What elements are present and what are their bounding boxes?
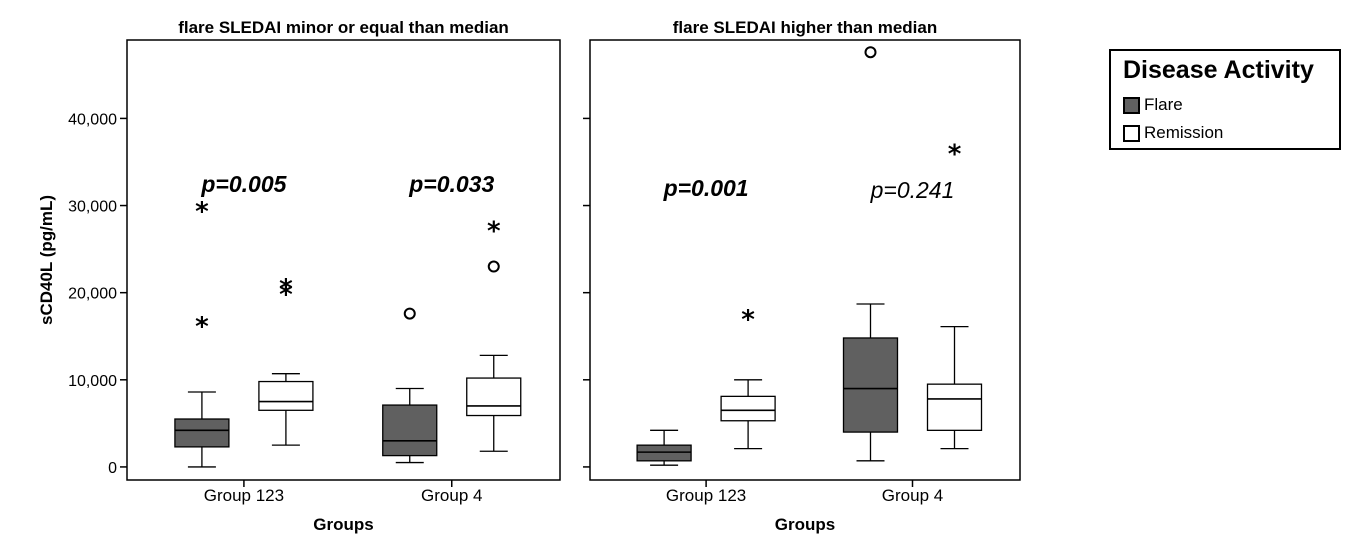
box-iqr: [383, 405, 437, 456]
box-iqr: [259, 382, 313, 411]
p-value-label: p=0.005: [200, 171, 287, 197]
box-iqr: [175, 419, 229, 447]
y-axis-label: sCD40L (pg/mL): [37, 195, 56, 325]
box-flare: [844, 47, 898, 461]
box-remission: *: [467, 216, 521, 451]
outlier-star: *: [195, 197, 209, 227]
p-value-label: p=0.241: [870, 177, 955, 203]
legend-swatch-remission: [1123, 125, 1140, 142]
box-iqr: [844, 338, 898, 432]
y-tick-label: 0: [108, 460, 117, 477]
box-iqr: [928, 384, 982, 430]
box-iqr: [467, 378, 521, 415]
legend-title: Disease Activity: [1123, 56, 1314, 85]
legend-swatch-flare: [1123, 97, 1140, 114]
x-tick-label: Group 4: [882, 486, 943, 505]
panel-title: flare SLEDAI minor or equal than median: [178, 18, 509, 37]
x-tick-label: Group 4: [421, 486, 482, 505]
legend: Disease Activity Flare Remission: [1109, 49, 1341, 150]
p-value-label: p=0.033: [408, 171, 494, 197]
outlier-star: *: [279, 274, 293, 304]
x-tick-label: Group 123: [204, 486, 284, 505]
panel-1: flare SLEDAI minor or equal than median G…: [68, 18, 560, 534]
box-iqr: [721, 396, 775, 420]
x-tick-label: Group 123: [666, 486, 746, 505]
outlier-star: *: [487, 216, 501, 246]
legend-item-remission: Remission: [1123, 123, 1223, 143]
box-flare: **: [175, 197, 229, 467]
box-iqr: [637, 445, 691, 461]
box-flare: [383, 309, 437, 463]
panel-2: flare SLEDAI higher than median Groups Gro…: [583, 18, 1020, 534]
box-remission: *: [721, 305, 775, 448]
legend-label-remission: Remission: [1144, 123, 1223, 143]
y-tick-label: 30,000: [68, 199, 117, 216]
outlier-star: *: [195, 312, 209, 342]
y-tick-label: 10,000: [68, 373, 117, 390]
y-tick-label: 20,000: [68, 286, 117, 303]
outlier-star: *: [948, 140, 962, 170]
legend-label-flare: Flare: [1144, 95, 1183, 115]
x-axis-title: Groups: [775, 515, 835, 534]
outlier-circle: [489, 262, 499, 272]
outlier-star: *: [741, 305, 755, 335]
y-tick-label: 40,000: [68, 111, 117, 128]
p-value-label: p=0.001: [663, 175, 749, 201]
box-remission: **: [259, 274, 313, 445]
box-flare: [637, 430, 691, 465]
outlier-circle: [866, 47, 876, 57]
outlier-circle: [405, 309, 415, 319]
legend-item-flare: Flare: [1123, 95, 1183, 115]
x-axis-title: Groups: [313, 515, 373, 534]
panel-title: flare SLEDAI higher than median: [673, 18, 938, 37]
